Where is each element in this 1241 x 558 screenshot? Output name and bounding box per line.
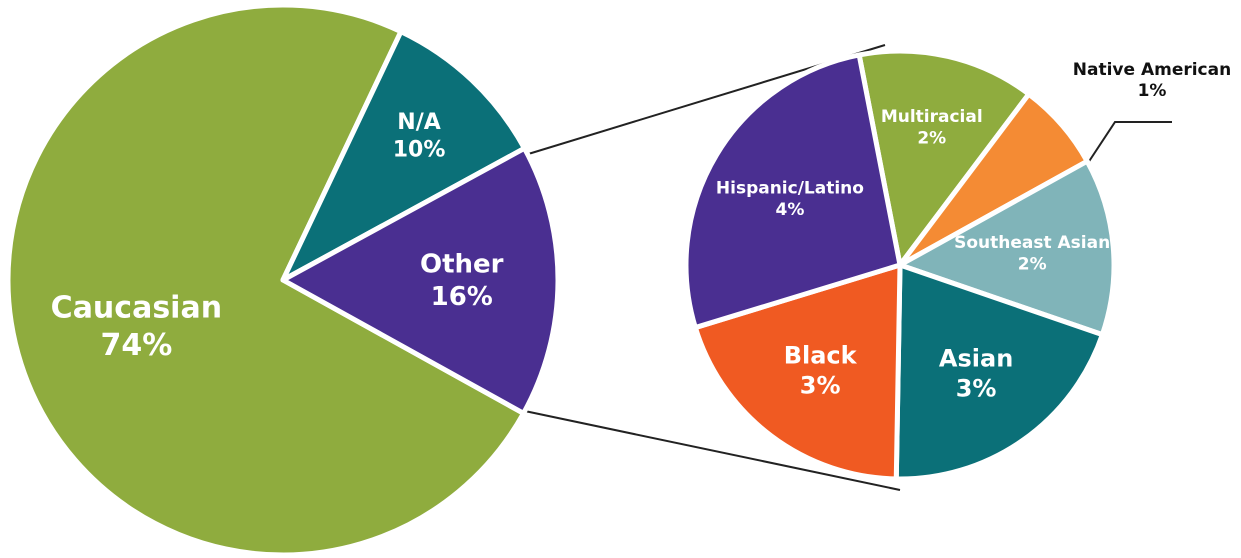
slice-value-label: 4% (776, 200, 805, 220)
slice-value-label: 74% (100, 328, 172, 363)
slice-label: Caucasian (51, 291, 222, 326)
slice-label: Hispanic/Latino (716, 179, 864, 199)
pie-slice (893, 262, 1105, 482)
slice-label: Asian (939, 344, 1013, 372)
pie-slice (897, 158, 1117, 338)
pie-slice (692, 262, 903, 482)
pie-slice (683, 52, 903, 331)
slice-value-label: 2% (1018, 254, 1047, 274)
slice-value-label: 16% (431, 282, 493, 312)
slice-label: N/A (397, 110, 440, 135)
leader-line (1081, 121, 1172, 173)
slice-value-label: 1% (1138, 81, 1167, 101)
pie-slice (5, 2, 527, 558)
slice-label: Southeast Asian (954, 233, 1110, 253)
slice-value-label: 2% (917, 128, 946, 148)
slice-label: Native American (1073, 60, 1231, 80)
pie-slice (856, 48, 1032, 268)
slice-value-label: 3% (800, 372, 841, 400)
slice-label: Other (420, 250, 504, 280)
slice-label: Multiracial (881, 107, 983, 127)
pie-slice (280, 29, 527, 283)
connector-line (519, 409, 901, 491)
slice-value-label: 3% (956, 374, 997, 402)
pie-slice (280, 145, 561, 416)
slice-value-label: 10% (393, 137, 446, 162)
slice-label: Black (784, 342, 858, 370)
